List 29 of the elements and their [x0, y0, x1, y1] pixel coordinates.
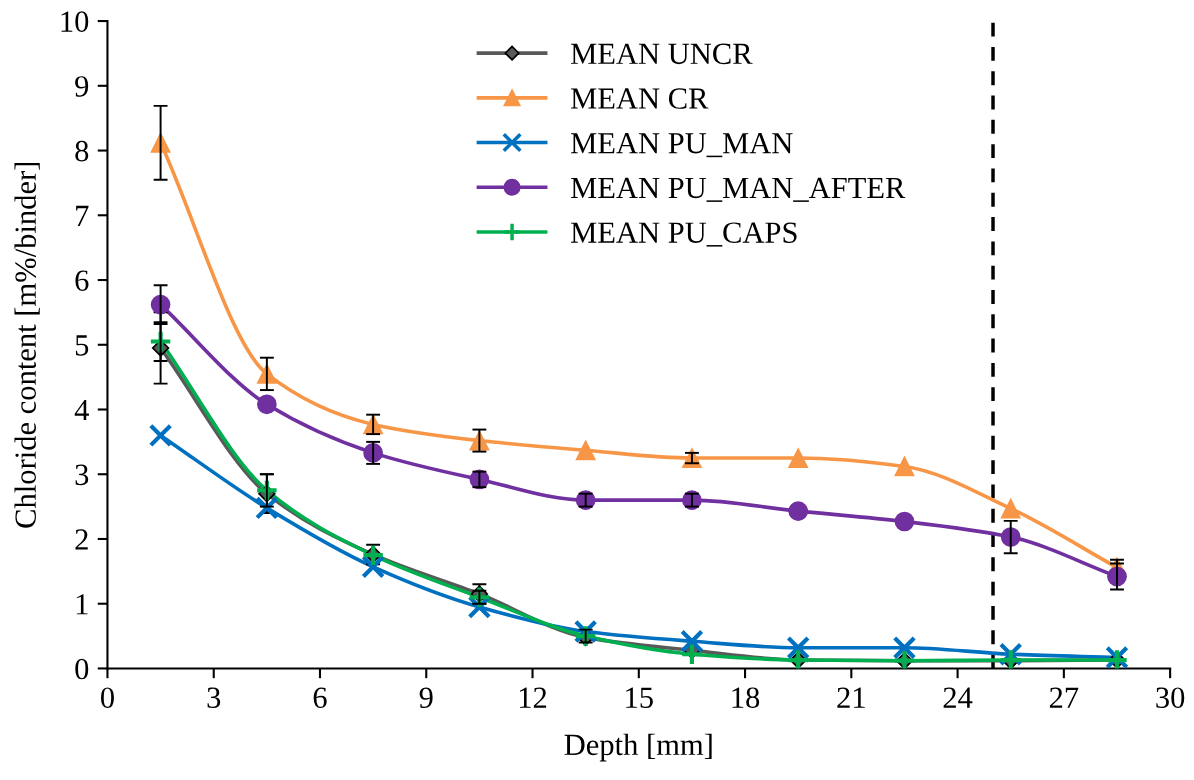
y-tick-label: 2 [75, 529, 88, 550]
x-tick-label: 18 [732, 687, 760, 709]
y-tick-label: 9 [75, 76, 89, 97]
x-tick-label: 3 [207, 687, 221, 709]
x-tick-label: 15 [626, 687, 653, 709]
x-tick-label: 9 [419, 687, 433, 709]
legend-label: MEAN CR [570, 88, 709, 109]
x-tick-label: 21 [837, 687, 865, 708]
x-tick-label: 12 [519, 687, 547, 708]
y-tick-label: 4 [74, 399, 89, 421]
y-axis-title: Chloride content [m%/binder] [14, 162, 40, 528]
legend-label: MEAN UNCR [570, 43, 753, 65]
x-tick-label: 6 [313, 687, 327, 709]
y-tick-label: 8 [75, 140, 89, 162]
y-tick-label: 1 [76, 594, 88, 615]
x-tick-label: 24 [943, 687, 973, 708]
y-tick-label: 7 [76, 205, 89, 226]
y-tick-label: 3 [75, 464, 89, 486]
x-tick-label: 27 [1049, 687, 1079, 708]
x-tick-label: 30 [1156, 687, 1185, 709]
legend-label: MEAN PU_CAPS [570, 222, 797, 247]
legend-label: MEAN PU_MAN_AFTER [570, 177, 906, 202]
y-tick-label: 6 [75, 270, 89, 291]
y-tick-label: 0 [75, 658, 89, 680]
y-tick-label: 5 [75, 335, 89, 356]
x-tick-label: 0 [100, 687, 114, 709]
x-axis-title: Depth [mm] [564, 733, 712, 762]
legend-label: MEAN PU_MAN [570, 133, 793, 158]
y-tick-label: 10 [61, 11, 89, 32]
